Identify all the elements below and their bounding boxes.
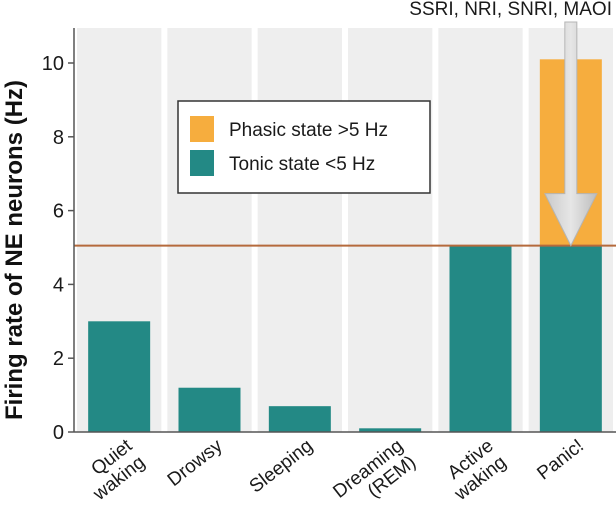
plot-background xyxy=(77,28,613,432)
x-tick-label: Drowsy xyxy=(164,435,227,491)
y-tick-label: 4 xyxy=(53,274,64,296)
bar-tonic-1 xyxy=(178,387,241,432)
x-tick-label: Sleeping xyxy=(246,435,317,497)
y-tick-label: 0 xyxy=(53,422,64,444)
x-tick-label-line: Panic! xyxy=(533,435,588,484)
legend-box xyxy=(177,100,431,194)
column-background xyxy=(348,28,433,432)
bar-tonic-2 xyxy=(268,406,331,432)
column-background xyxy=(167,28,252,432)
bar-tonic-4 xyxy=(449,245,512,432)
y-axis-title: Firing rate of NE neurons (Hz) xyxy=(1,80,28,420)
bar-tonic-3 xyxy=(359,428,422,432)
legend-swatch xyxy=(190,150,214,176)
legend-label: Tonic state <5 Hz xyxy=(229,154,375,175)
annotation-label: SSRI, NRI, SNRI, MAOI xyxy=(409,0,612,20)
x-tick-label-line: Sleeping xyxy=(246,435,317,497)
x-tick-label: Quietwaking xyxy=(76,435,150,505)
down-arrow-icon xyxy=(544,21,598,247)
bar-tonic-0 xyxy=(88,321,151,432)
y-tick-label: 8 xyxy=(53,127,64,149)
y-tick-label: 6 xyxy=(53,201,64,223)
legend-swatch xyxy=(190,116,214,142)
column-background xyxy=(257,28,342,432)
y-tick-label: 10 xyxy=(42,53,64,75)
x-tick-label: Dreaming(REM) xyxy=(329,435,420,519)
legend: Phasic state >5 Hz Tonic state <5 Hz xyxy=(177,100,431,194)
annotation-group: SSRI, NRI, SNRI, MAOI xyxy=(409,0,612,247)
bar-tonic-5 xyxy=(539,245,602,432)
x-tick-label: Activewaking xyxy=(437,435,510,505)
x-tick-label-line: Drowsy xyxy=(164,435,227,491)
y-tick-label: 2 xyxy=(53,348,64,370)
legend-label: Phasic state >5 Hz xyxy=(229,120,388,141)
x-tick-label: Panic! xyxy=(533,435,588,484)
